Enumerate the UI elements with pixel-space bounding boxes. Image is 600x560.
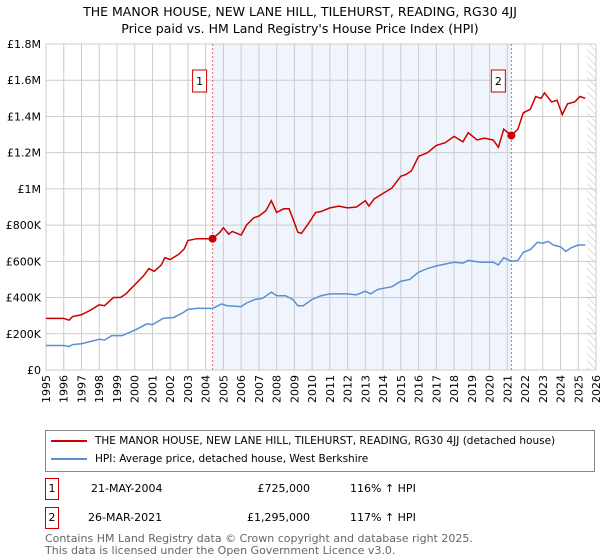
forecast-hatch: [587, 44, 596, 370]
x-tick-label: 2023: [537, 375, 550, 403]
sale-marker-label: 1: [196, 75, 203, 88]
x-tick-label: 2002: [164, 375, 177, 403]
y-tick-label: £800K: [6, 219, 42, 232]
transaction-hpi: 116% ↑ HPI: [350, 482, 416, 495]
purchase-period-shading: [212, 44, 512, 370]
x-tick-label: 2026: [590, 375, 600, 403]
y-tick-label: £1.8M: [7, 38, 41, 51]
x-tick-label: 2001: [146, 375, 159, 403]
x-tick-label: 2009: [288, 375, 301, 403]
x-tick-label: 2004: [200, 375, 213, 403]
x-tick-label: 2010: [306, 375, 319, 403]
x-tick-label: 2000: [129, 375, 142, 403]
transaction-price: £725,000: [257, 482, 311, 495]
legend-item-property: THE MANOR HOUSE, NEW LANE HILL, TILEHURS…: [51, 435, 555, 447]
legend-swatch-red: [51, 440, 87, 442]
x-tick-label: 1997: [75, 375, 88, 403]
sale-marker-label: 2: [495, 75, 502, 88]
y-tick-label: £1.2M: [7, 147, 41, 160]
x-tick-label: 2012: [342, 375, 355, 403]
y-tick-label: £600K: [6, 255, 42, 268]
y-tick-label: £0: [27, 364, 41, 377]
x-tick-label: 2025: [572, 375, 585, 403]
y-tick-label: £1.4M: [7, 110, 41, 123]
footer-copyright: Contains HM Land Registry data © Crown c…: [45, 532, 473, 545]
footer-licence: This data is licensed under the Open Gov…: [45, 544, 396, 557]
marker-badge: 2: [45, 507, 59, 529]
y-tick-label: £1M: [18, 183, 42, 196]
x-tick-label: 2005: [217, 375, 230, 403]
hpi-line: [46, 240, 586, 348]
x-tick-label: 2007: [253, 375, 266, 403]
x-tick-label: 2003: [182, 375, 195, 403]
transaction-row: 2 26-MAR-2021 £1,295,000 117% ↑ HPI: [45, 507, 545, 529]
x-tick-label: 2018: [448, 375, 461, 403]
transaction-row: 1 21-MAY-2004 £725,000 116% ↑ HPI: [45, 478, 545, 500]
x-tick-label: 1998: [93, 375, 106, 403]
transaction-date: 21-MAY-2004: [91, 482, 163, 495]
x-tick-label: 1996: [58, 375, 71, 403]
y-tick-label: £1.6M: [7, 74, 41, 87]
transaction-date: 26-MAR-2021: [88, 511, 163, 524]
x-tick-label: 2021: [501, 375, 514, 403]
x-tick-label: 2016: [413, 375, 426, 403]
x-tick-label: 2020: [484, 375, 497, 403]
sale-marker-box: [490, 69, 506, 93]
chart-title: THE MANOR HOUSE, NEW LANE HILL, TILEHURS…: [83, 4, 517, 19]
x-tick-label: 2006: [235, 375, 248, 403]
x-tick-label: 2017: [430, 375, 443, 403]
legend-label: HPI: Average price, detached house, West…: [95, 453, 369, 465]
y-tick-label: £200K: [6, 328, 42, 341]
legend-item-hpi: HPI: Average price, detached house, West…: [51, 453, 368, 465]
x-tick-label: 2019: [466, 375, 479, 403]
sale-marker-box: [192, 69, 208, 93]
chart-subtitle: Price paid vs. HM Land Registry's House …: [121, 21, 479, 36]
x-tick-label: 1995: [40, 375, 53, 403]
transaction-hpi: 117% ↑ HPI: [350, 511, 416, 524]
transaction-price: £1,295,000: [247, 511, 310, 524]
x-tick-label: 2013: [359, 375, 372, 403]
footer: Contains HM Land Registry data © Crown c…: [45, 533, 473, 557]
legend: THE MANOR HOUSE, NEW LANE HILL, TILEHURS…: [45, 430, 595, 472]
x-tick-label: 2008: [271, 375, 284, 403]
legend-swatch-blue: [51, 458, 87, 460]
sale-point: [208, 234, 217, 243]
y-tick-label: £400K: [6, 292, 42, 305]
x-tick-label: 2015: [395, 375, 408, 403]
price-chart: 1995 1996 1997 1998 1999 2000 2001 2002 2003 2004…: [6, 38, 600, 403]
x-tick-label: 2022: [519, 375, 532, 403]
x-tick-label: 2011: [324, 375, 337, 403]
x-tick-label: 2024: [555, 375, 568, 403]
marker-badge: 1: [45, 478, 59, 500]
sale-point: [507, 131, 516, 140]
legend-label: THE MANOR HOUSE, NEW LANE HILL, TILEHURS…: [95, 435, 556, 447]
x-tick-label: 1999: [111, 375, 124, 403]
x-tick-label: 2014: [377, 375, 390, 403]
